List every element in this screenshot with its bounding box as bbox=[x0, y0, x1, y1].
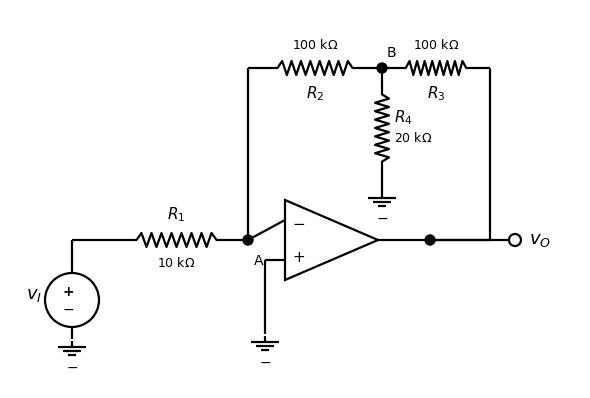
Text: $v_O$: $v_O$ bbox=[529, 231, 551, 249]
Circle shape bbox=[509, 234, 521, 246]
Text: $+$: $+$ bbox=[293, 250, 306, 265]
Text: $-$: $-$ bbox=[376, 211, 388, 225]
Text: $-$: $-$ bbox=[293, 215, 306, 230]
Text: $10\ \mathrm{k\Omega}$: $10\ \mathrm{k\Omega}$ bbox=[158, 256, 196, 270]
Text: $v_I$: $v_I$ bbox=[26, 286, 42, 304]
Text: $20\ \mathrm{k\Omega}$: $20\ \mathrm{k\Omega}$ bbox=[394, 131, 432, 145]
Text: B: B bbox=[387, 46, 396, 60]
Text: $R_4$: $R_4$ bbox=[394, 109, 413, 127]
Text: $R_3$: $R_3$ bbox=[427, 84, 445, 103]
Text: +: + bbox=[62, 285, 74, 299]
Circle shape bbox=[377, 63, 387, 73]
Text: $-$: $-$ bbox=[259, 355, 271, 369]
Circle shape bbox=[243, 235, 253, 245]
Circle shape bbox=[425, 235, 435, 245]
Text: A: A bbox=[254, 254, 264, 268]
Text: $R_1$: $R_1$ bbox=[168, 205, 186, 224]
Text: $-$: $-$ bbox=[62, 302, 74, 316]
Text: $100\ \mathrm{k\Omega}$: $100\ \mathrm{k\Omega}$ bbox=[413, 38, 459, 52]
Text: $-$: $-$ bbox=[66, 360, 78, 374]
Text: $100\ \mathrm{k\Omega}$: $100\ \mathrm{k\Omega}$ bbox=[292, 38, 338, 52]
Text: $R_2$: $R_2$ bbox=[306, 84, 324, 103]
